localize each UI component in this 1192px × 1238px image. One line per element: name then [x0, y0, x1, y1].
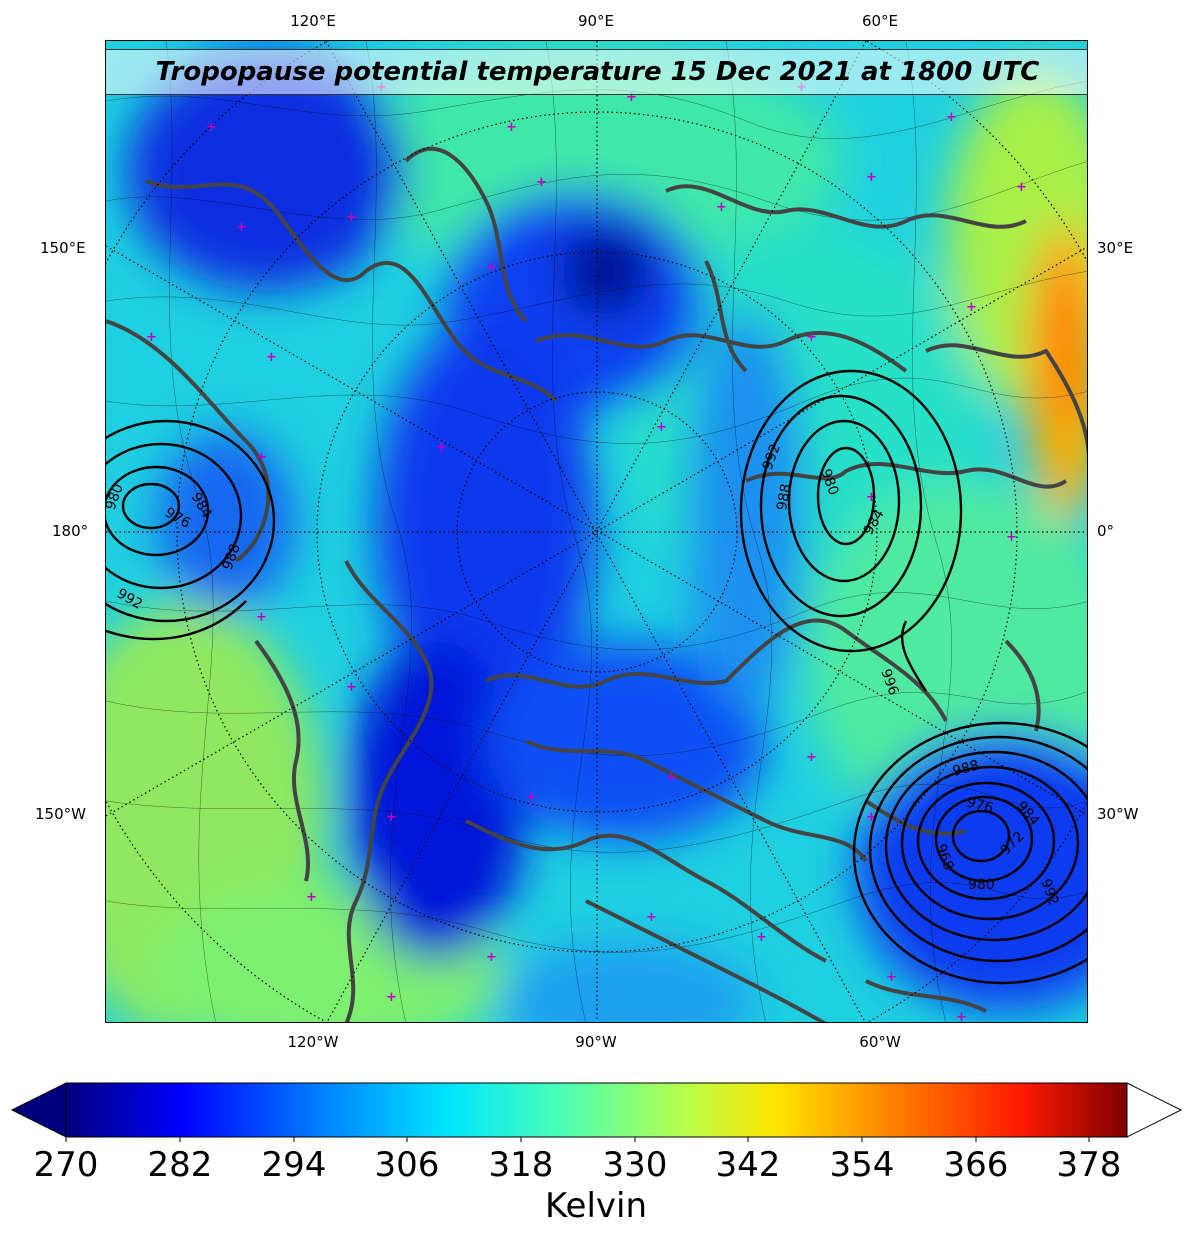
- svg-text:+: +: [386, 990, 397, 1005]
- map-panel: + + + + + + + + + + + + + + + + + + + + + + + + + + + + + + …: [105, 40, 1088, 1023]
- svg-text:+: +: [656, 420, 667, 435]
- colorbar-tick-label: 306: [374, 1145, 440, 1185]
- tropopause-temperature-field: + + + + ++ + ++ + ++ + ++ + ++ + ++ + ++ + ++ + ++ …: [106, 41, 1087, 1023]
- svg-text:+: +: [236, 220, 247, 235]
- svg-text:+: +: [1006, 530, 1017, 545]
- svg-text:+: +: [666, 770, 677, 785]
- svg-text:+: +: [946, 110, 957, 125]
- svg-text:+: +: [626, 90, 637, 105]
- svg-text:+: +: [306, 890, 317, 905]
- lon-label-bottom: 90°W: [575, 1033, 617, 1051]
- svg-text:+: +: [206, 120, 217, 135]
- svg-text:+: +: [486, 260, 497, 275]
- svg-text:+: +: [956, 1010, 967, 1023]
- title-banner: Tropopause potential temperature 15 Dec …: [106, 49, 1087, 95]
- svg-text:+: +: [386, 810, 397, 825]
- lon-label-top: 120°E: [290, 12, 336, 30]
- colorbar-gradient: [65, 1082, 1128, 1138]
- svg-text:+: +: [756, 930, 767, 945]
- colorbar-min-extension: [10, 1082, 67, 1138]
- svg-text:+: +: [1016, 180, 1027, 195]
- colorbar-tick-label: 330: [602, 1145, 668, 1185]
- svg-text:+: +: [646, 910, 657, 925]
- colorbar-tick-label: 294: [261, 1145, 327, 1185]
- map-title: Tropopause potential temperature 15 Dec …: [155, 57, 1040, 87]
- colorbar-unit-label: Kelvin: [544, 1186, 648, 1226]
- svg-text:+: +: [256, 450, 267, 465]
- colorbar-tick-label: 378: [1056, 1145, 1122, 1185]
- svg-text:+: +: [436, 440, 447, 455]
- svg-text:+: +: [716, 200, 727, 215]
- lat-label-left: 180°: [52, 522, 89, 540]
- lat-label-left: 150°E: [40, 239, 86, 257]
- svg-text:+: +: [886, 970, 897, 985]
- colorbar-tick-label: 318: [488, 1145, 554, 1185]
- colorbar-tick-label: 354: [829, 1145, 895, 1185]
- svg-text:+: +: [866, 810, 877, 825]
- svg-text:+: +: [346, 680, 357, 695]
- contour-label: 988: [774, 483, 794, 512]
- contour-label: 976: [965, 794, 995, 816]
- contour-label: 988: [951, 757, 981, 779]
- svg-text:+: +: [806, 750, 817, 765]
- colorbar-tick-label: 282: [147, 1145, 213, 1185]
- lon-label-bottom: 60°W: [859, 1033, 901, 1051]
- svg-text:+: +: [346, 210, 357, 225]
- colorbar-tick-label: 270: [33, 1145, 99, 1185]
- lat-label-right: 0°: [1097, 522, 1115, 540]
- svg-text:+: +: [866, 490, 877, 505]
- svg-text:+: +: [486, 950, 497, 965]
- lat-label-right: 30°E: [1097, 239, 1134, 257]
- colorbar-tick-label: 366: [943, 1145, 1009, 1185]
- lon-label-bottom: 120°W: [287, 1033, 339, 1051]
- svg-text:+: +: [256, 610, 267, 625]
- svg-text:+: +: [526, 790, 537, 805]
- svg-text:+: +: [266, 350, 277, 365]
- svg-text:+: +: [866, 170, 877, 185]
- svg-text:+: +: [146, 330, 157, 345]
- lat-label-right: 30°W: [1097, 805, 1139, 823]
- colorbar-max-extension: [1126, 1082, 1183, 1138]
- lon-label-top: 60°E: [861, 12, 899, 30]
- lon-label-top: 90°E: [577, 12, 615, 30]
- colorbar-tick-label: 342: [715, 1145, 781, 1185]
- svg-text:+: +: [966, 300, 977, 315]
- svg-text:+: +: [806, 330, 817, 345]
- contour-label: 980: [968, 877, 995, 893]
- svg-text:+: +: [536, 175, 547, 190]
- svg-text:+: +: [506, 120, 517, 135]
- lat-label-left: 150°W: [35, 805, 86, 823]
- colorbar: [10, 1082, 1183, 1142]
